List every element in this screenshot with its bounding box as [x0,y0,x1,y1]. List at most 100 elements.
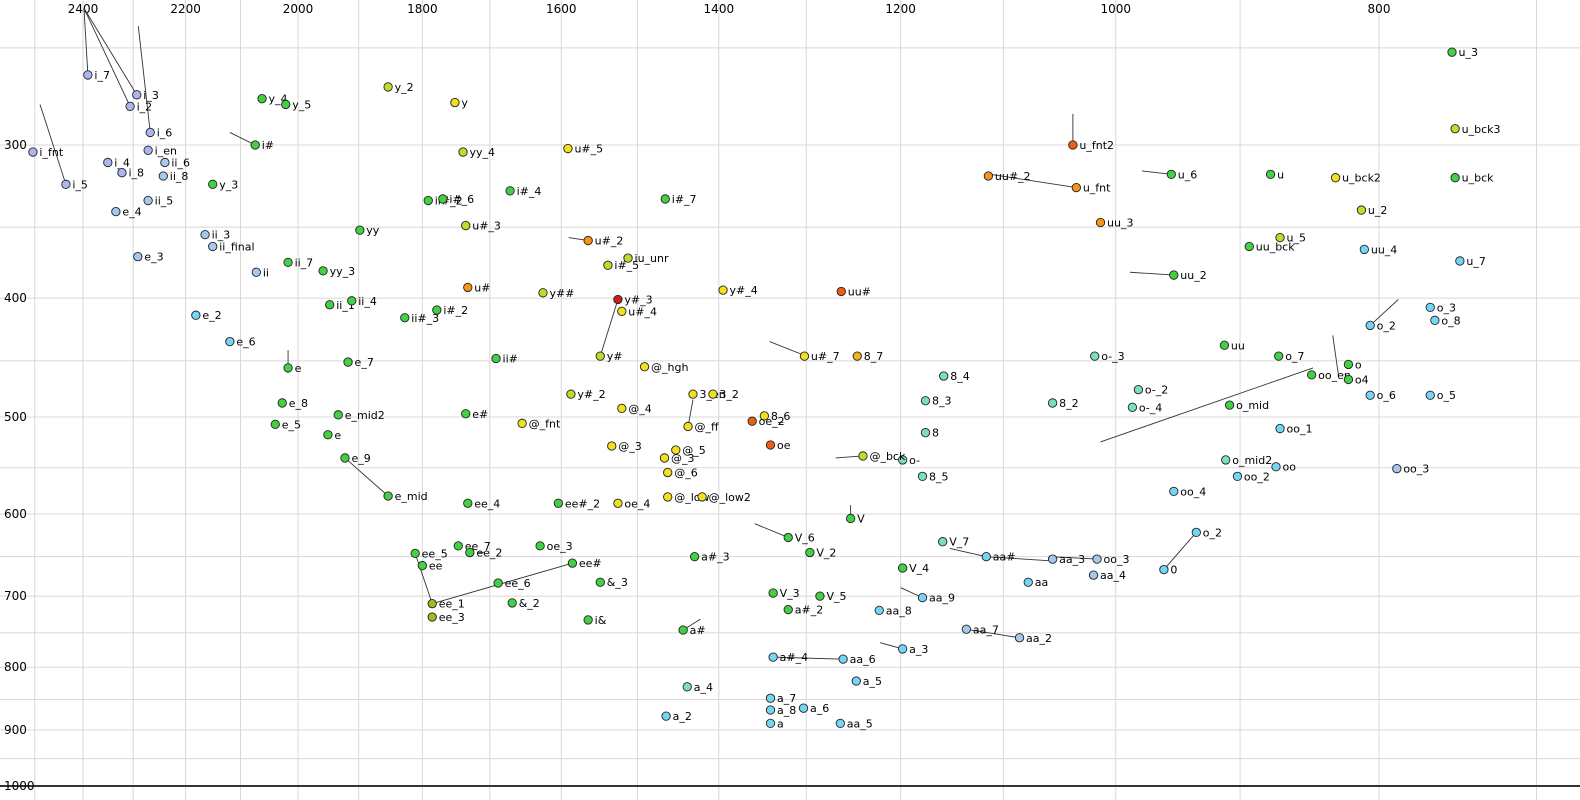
point-y-4-label: y#_4 [730,284,758,297]
point-v-4 [897,563,908,573]
point-y-2-label: y_2 [395,81,414,94]
point-uu-3 [1095,217,1106,228]
point-ii-3 [200,229,210,240]
point-i-7 [83,70,93,80]
point-e-label: e# [472,408,488,421]
point-ee-3-label: ee_3 [439,611,465,624]
point-o-mid2-label: o_mid2 [1232,454,1272,467]
point-v [845,513,856,524]
point-yy-3 [318,266,328,276]
point-o-2 [1133,385,1144,395]
point-a-8-label: a_8 [777,704,796,717]
point-i-en-label: i_en [155,144,177,157]
point-o-mid [1224,400,1235,410]
point-i-4-label: i_4 [114,156,130,169]
point-a-4 [768,652,778,662]
point-u-6 [1166,169,1176,179]
point-aa-5-label: aa_5 [847,717,873,730]
point-aa-4 [1088,570,1099,580]
point-u-fnt2-label: u_fnt2 [1079,139,1114,152]
y-tick-label: 600 [4,507,27,521]
point-oo-3 [1392,464,1402,474]
point-a-3 [689,551,700,562]
point-8-2-label: 8_2 [1059,397,1079,410]
point-ee-2 [553,498,563,508]
point-8-6-label: 8_6 [771,410,791,423]
point-o-2 [1365,320,1375,331]
point-ii-final [208,241,218,252]
point-u-fnt [1071,182,1081,193]
x-tick-label: 800 [1368,2,1391,16]
point-yy-3-label: yy_3 [330,265,356,278]
point-yy-4-label: yy_4 [470,146,496,159]
point-e-mid2 [333,410,343,420]
point-ii-6-label: ii_6 [171,156,190,169]
point-ee-2-label: ee#_2 [565,497,600,510]
connector-line [773,656,844,660]
point-e-4 [111,206,121,217]
point-e-2-label: e_2 [202,309,221,322]
point-a [765,718,776,729]
point-e-4-label: e_4 [122,206,141,219]
point-y [450,97,460,108]
point-a-label: a# [690,624,706,637]
point-oo-3 [1092,554,1102,564]
point-0-label: 0 [1170,564,1177,577]
point-i-4-label: i#_4 [517,185,542,198]
point-i-6-label: i#_6 [449,193,474,206]
point-o-2 [1191,527,1201,537]
point-ii-2 [423,195,433,206]
point-y [595,351,605,361]
connector-line [769,341,807,357]
point-u-bck2 [1330,173,1341,183]
point-ee-label: ee [429,560,443,573]
point-u [463,282,473,293]
point-i-5 [61,179,71,189]
point-i-3-label: i_3 [143,89,159,102]
point-8-label: 8 [932,427,939,440]
point-u-6-label: u_6 [1178,168,1197,181]
point-oe [765,440,776,450]
point-a-5-label: a_5 [863,675,882,688]
point-v-2 [805,547,815,558]
point-y-3-label: y#_3 [624,293,652,306]
point-2 [507,598,517,608]
point-8-4-label: 8_4 [950,370,970,383]
point-o-8-label: o_8 [1441,314,1460,327]
point-uu-4-label: uu_4 [1371,243,1397,256]
point-oo [1271,462,1281,472]
x-tick-label: 2200 [170,2,201,16]
point-i-2 [125,101,135,112]
point-ii-7 [283,257,293,268]
y-tick-label: 700 [4,589,27,603]
point-3 [659,453,670,463]
x-tick-label: 1600 [546,2,577,16]
point-oe-4-label: oe_4 [624,497,650,510]
point-o-label: o [1355,358,1362,371]
point-u-7-label: u_7 [1466,255,1485,268]
point-oo-en-label: oo_en [1318,369,1351,382]
point-o-mid2 [1221,455,1231,465]
point-ii-5 [143,195,153,206]
connector-line [1050,556,1098,560]
point-y-4 [257,94,267,104]
point-oe-3-label: oe_3 [547,540,573,553]
point-u-7 [799,351,810,361]
point-u-bck [1450,173,1460,183]
point-aa [981,551,991,562]
point-uu-4 [1359,244,1369,255]
point-e-mid-label: e_mid [395,490,428,503]
point-aa-2-label: aa_2 [1026,632,1052,645]
point-e-mid [383,491,393,501]
connector-line [1141,170,1172,175]
point-o-3-label: o-_3 [1101,350,1124,363]
point-4 [617,403,627,414]
connector-line [414,553,433,604]
connector-line [986,556,1049,562]
point-oo-label: oo [1282,461,1296,474]
point-low [663,492,673,502]
point-y-4 [718,285,728,295]
point-y-5 [281,99,291,110]
point-8-3-label: 8_3 [932,395,952,408]
